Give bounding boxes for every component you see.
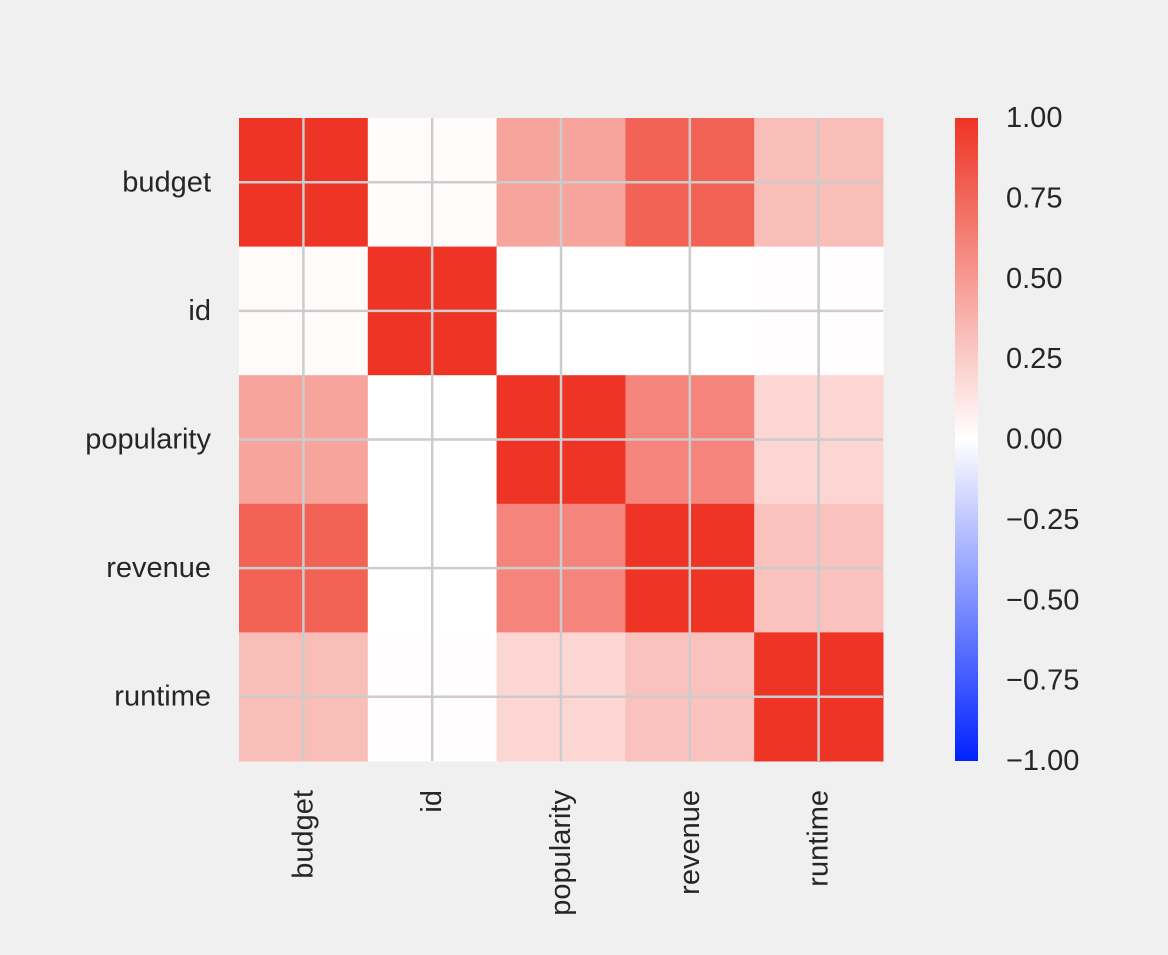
- row-label-runtime: runtime: [114, 681, 211, 713]
- column-label-revenue: revenue: [674, 790, 706, 895]
- row-label-budget: budget: [122, 166, 211, 198]
- colorbar-tick-label: 0.50: [1006, 263, 1062, 295]
- column-label-id: id: [416, 790, 448, 813]
- column-labels: budget id popularity revenue runtime: [287, 790, 834, 916]
- column-label-popularity: popularity: [545, 790, 577, 916]
- colorbar-tick-label: −0.50: [1006, 584, 1079, 616]
- colorbar-tick-label: −1.00: [1006, 745, 1079, 777]
- colorbar-tick-label: 0.00: [1006, 424, 1062, 456]
- column-label-runtime: runtime: [803, 790, 835, 887]
- row-label-revenue: revenue: [106, 552, 211, 584]
- colorbar-tick-label: 1.00: [1006, 102, 1062, 134]
- colorbar-tick-label: −0.25: [1006, 504, 1079, 536]
- colorbar-tick-label: 0.25: [1006, 343, 1062, 375]
- colorbar-tick-label: −0.75: [1006, 665, 1079, 697]
- grid-lines: [239, 118, 883, 761]
- column-label-budget: budget: [287, 790, 319, 879]
- colorbar-tick-label: 0.75: [1006, 182, 1062, 214]
- row-label-popularity: popularity: [85, 424, 211, 456]
- row-labels: budget id popularity revenue runtime: [85, 166, 211, 712]
- colorbar: [955, 118, 978, 761]
- colorbar-tick-labels: 1.00 0.75 0.50 0.25 0.00 −0.25 −0.50 −0.75 −1.00: [1006, 102, 1079, 777]
- row-label-id: id: [188, 295, 211, 327]
